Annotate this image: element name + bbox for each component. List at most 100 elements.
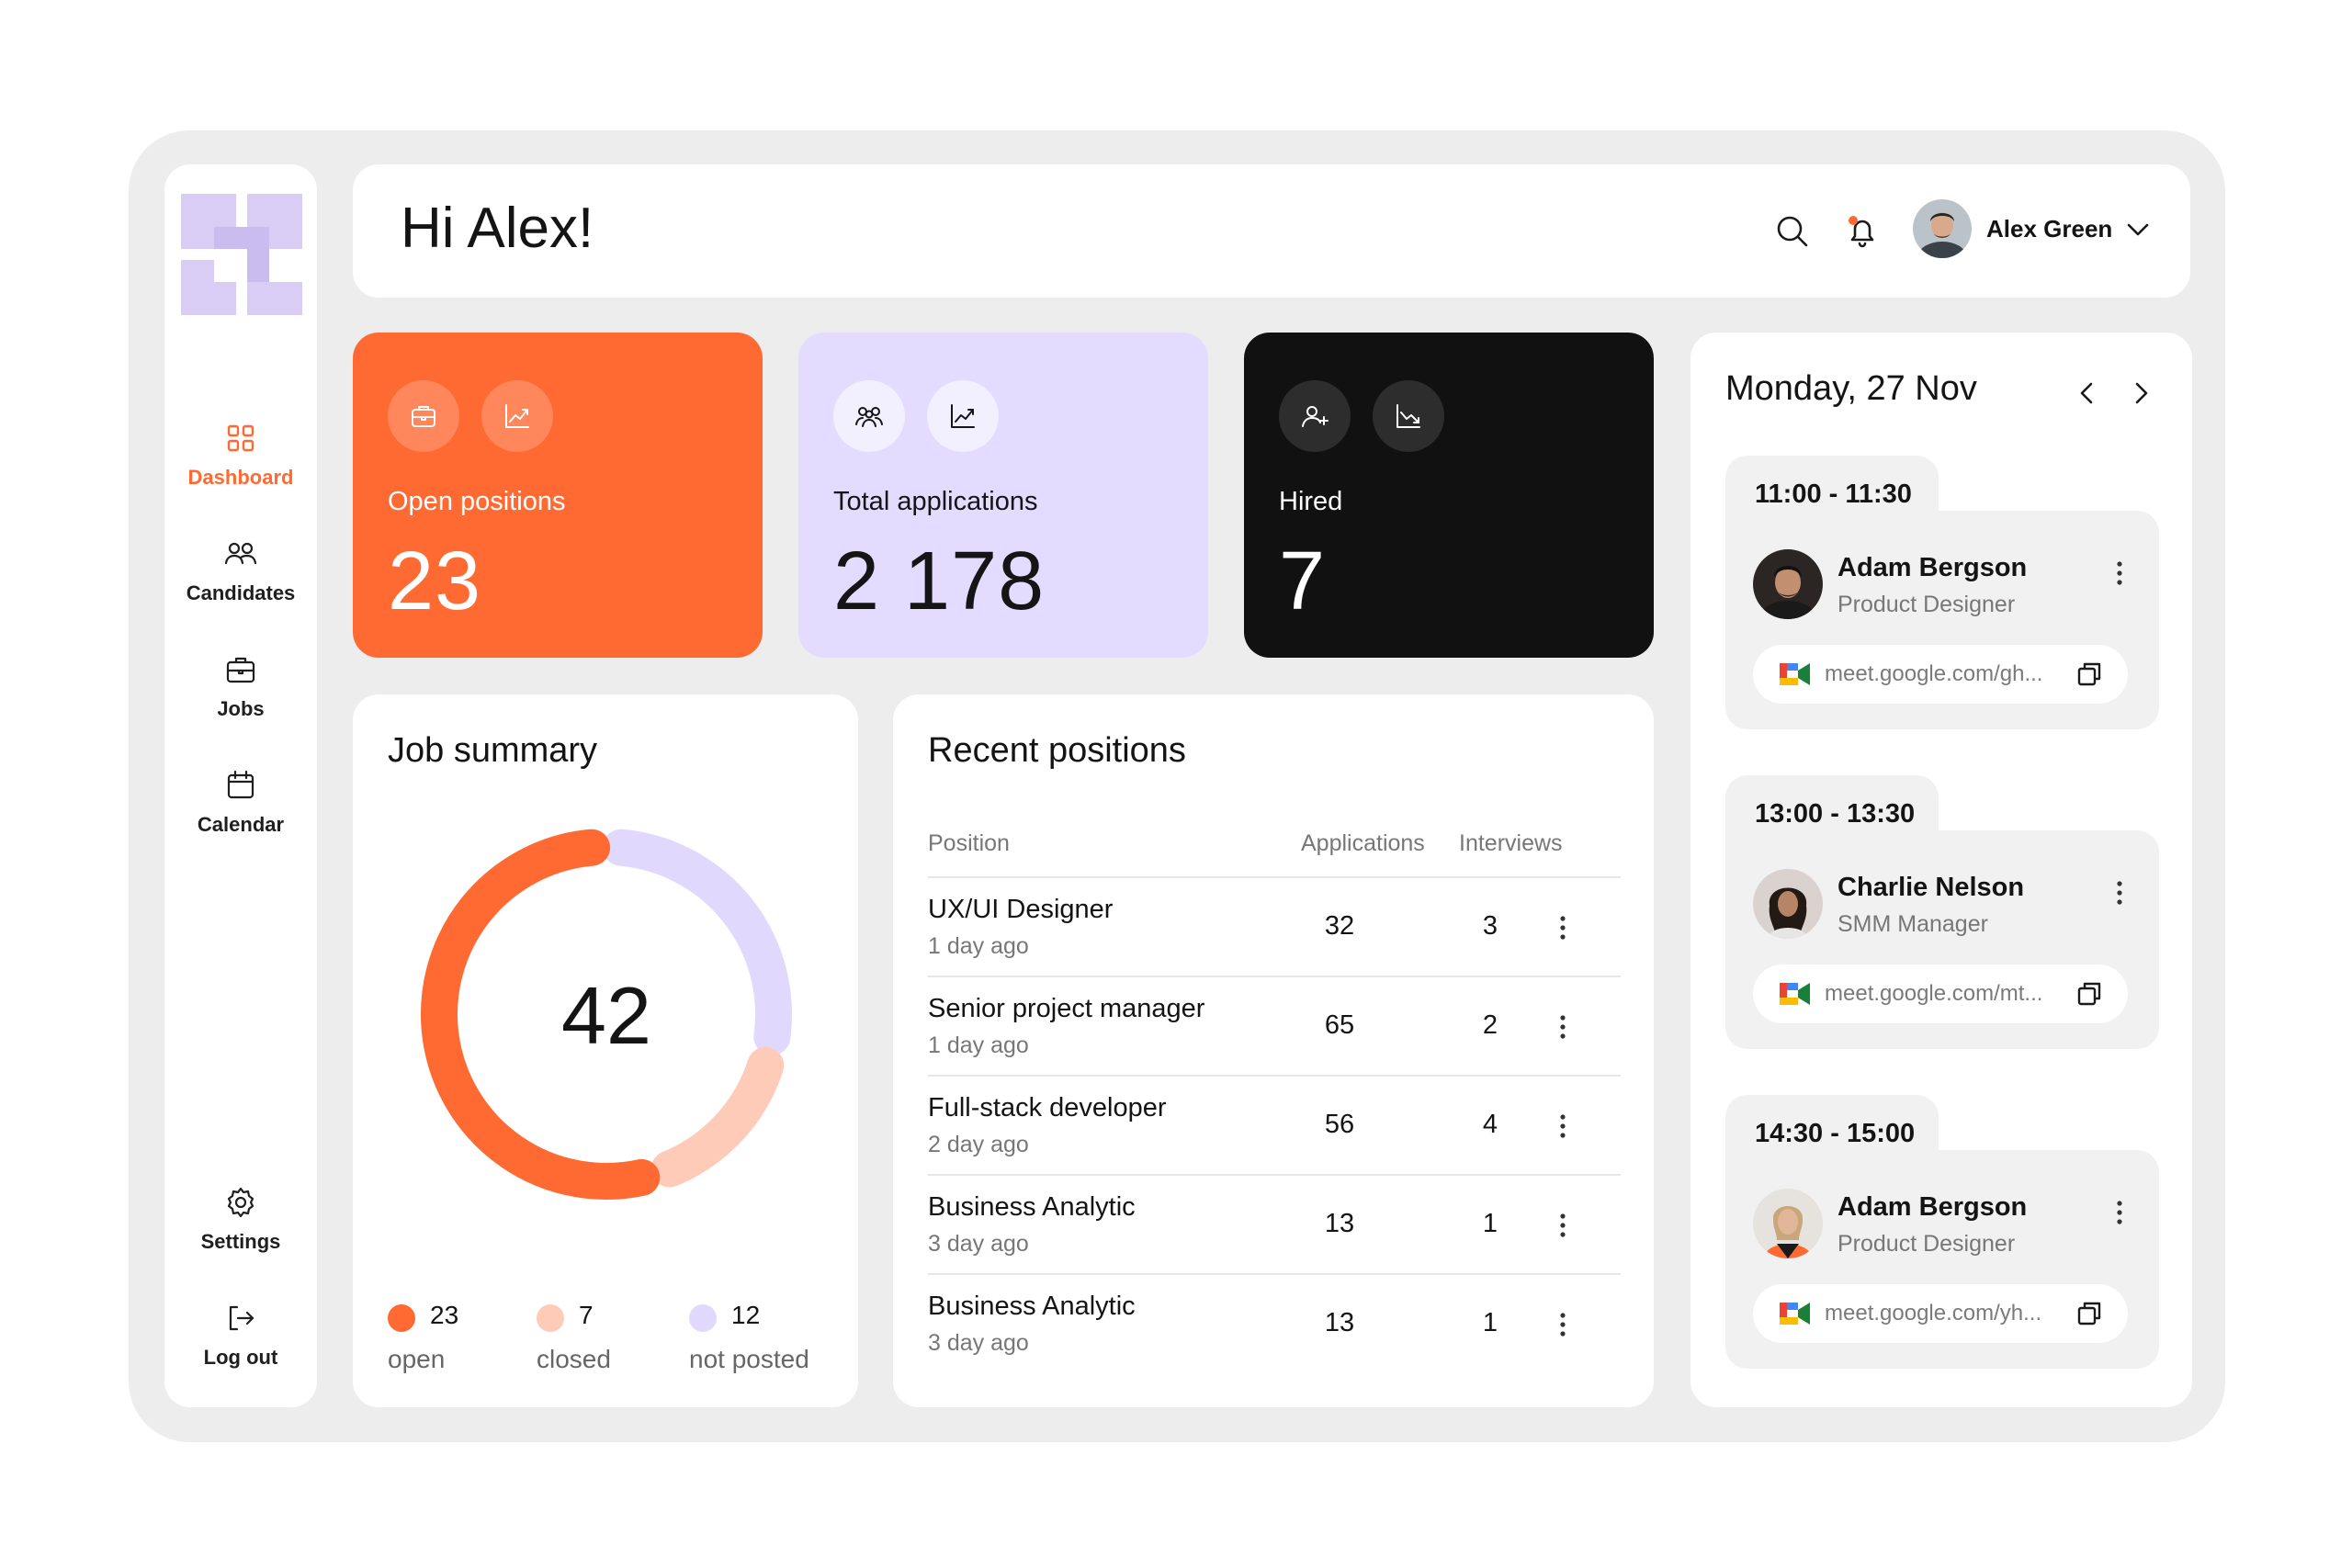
- stat-card-total-applications[interactable]: Total applications 2 178: [798, 333, 1208, 658]
- stat-card-open-positions[interactable]: Open positions 23: [353, 333, 763, 658]
- search-icon[interactable]: [1771, 210, 1814, 253]
- interviews-count: 3: [1482, 911, 1498, 941]
- more-vertical-icon[interactable]: [2106, 555, 2133, 592]
- event-time: 11:00 - 11:30: [1755, 479, 1912, 509]
- logout-icon: [229, 1305, 254, 1331]
- job-summary-donut: 42: [421, 829, 792, 1200]
- meeting-url: meet.google.com/gh...: [1825, 661, 2043, 686]
- stat-title: Hired: [1279, 487, 1343, 516]
- meeting-link[interactable]: meet.google.com/mt...: [1753, 964, 2128, 1023]
- table-row[interactable]: Full-stack developer 2 day ago 56 4: [928, 1075, 1621, 1174]
- trend-up-icon: [927, 380, 999, 452]
- trend-up-icon: [481, 380, 553, 452]
- brand-logo: [181, 194, 302, 315]
- position-posted-ago: 1 day ago: [928, 1032, 1029, 1058]
- more-vertical-icon[interactable]: [1549, 1108, 1577, 1145]
- stat-value: 2 178: [833, 536, 1046, 627]
- trend-down-icon: [1373, 380, 1444, 452]
- user-add-icon: [1279, 380, 1351, 452]
- sidebar-item-settings[interactable]: Settings: [164, 1184, 317, 1254]
- more-vertical-icon[interactable]: [2106, 874, 2133, 911]
- applications-count: 32: [1324, 911, 1355, 941]
- meeting-link[interactable]: meet.google.com/yh...: [1753, 1284, 2128, 1343]
- user-name[interactable]: Alex Green: [1986, 215, 2113, 243]
- legend-label: not posted: [689, 1345, 809, 1373]
- google-meet-icon: [1780, 663, 1810, 685]
- table-row[interactable]: UX/UI Designer 1 day ago 32 3: [928, 876, 1621, 976]
- legend-label: closed: [537, 1345, 611, 1373]
- legend-value: 7: [579, 1301, 594, 1329]
- position-name: Full-stack developer: [928, 1093, 1167, 1122]
- event-time-tab: [1725, 456, 1939, 520]
- event-time-tab: [1725, 775, 1939, 840]
- position-name: Business Analytic: [928, 1192, 1136, 1222]
- interviews-count: 1: [1482, 1209, 1498, 1238]
- stat-title: Total applications: [833, 487, 1038, 516]
- stat-title: Open positions: [388, 487, 566, 516]
- recent-positions-card: Recent positions Position Applications I…: [893, 694, 1654, 1407]
- gear-icon: [227, 1187, 254, 1218]
- more-vertical-icon[interactable]: [1549, 1009, 1577, 1045]
- chevron-down-icon[interactable]: [2122, 214, 2154, 245]
- schedule-panel: Monday, 27 Nov Adam Bergson Product Desi…: [1690, 333, 2192, 1407]
- column-header-interviews: Interviews: [1459, 830, 1563, 856]
- sidebar-item-calendar[interactable]: Calendar: [164, 767, 317, 837]
- applications-count: 56: [1324, 1110, 1355, 1139]
- logout-label: Log out: [203, 1346, 278, 1369]
- candidate-role: Product Designer: [1838, 1231, 2016, 1257]
- donut-segment-open: [421, 829, 661, 1200]
- event-time: 13:00 - 13:30: [1755, 799, 1916, 829]
- sidebar-item-jobs[interactable]: Jobs: [164, 651, 317, 721]
- chevron-left-icon[interactable]: [2071, 377, 2104, 410]
- meeting-link[interactable]: meet.google.com/gh...: [1753, 645, 2128, 704]
- user-avatar[interactable]: [1913, 199, 1972, 258]
- legend-dot: [537, 1304, 564, 1332]
- event-card: Adam Bergson Product Designer meet.googl…: [1725, 511, 2159, 729]
- candidate-avatar: [1753, 869, 1823, 939]
- legend-dot: [689, 1304, 717, 1332]
- job-summary-card: Job summary 42 23 open 7 closed 12 not p…: [353, 694, 858, 1407]
- copy-icon[interactable]: [2075, 660, 2104, 689]
- event-time: 14:30 - 15:00: [1755, 1119, 1916, 1148]
- sidebar-item-dashboard[interactable]: Dashboard: [164, 420, 317, 490]
- settings-label: Settings: [200, 1230, 281, 1253]
- position-posted-ago: 2 day ago: [928, 1132, 1029, 1157]
- sidebar: Dashboard Candidates Jobs Calendar Setti…: [164, 164, 317, 1407]
- position-posted-ago: 3 day ago: [928, 1330, 1029, 1356]
- more-vertical-icon[interactable]: [1549, 1207, 1577, 1244]
- legend-value: 23: [430, 1301, 459, 1329]
- candidate-avatar: [1753, 1189, 1823, 1258]
- sidebar-item-candidates[interactable]: Candidates: [164, 536, 317, 605]
- table-row[interactable]: Business Analytic 3 day ago 13 1: [928, 1273, 1621, 1372]
- position-name: Business Analytic: [928, 1292, 1136, 1321]
- applications-count: 65: [1324, 1010, 1355, 1040]
- interviews-count: 2: [1482, 1010, 1498, 1040]
- table-row[interactable]: Senior project manager 1 day ago 65 2: [928, 976, 1621, 1075]
- candidate-name: Charlie Nelson: [1838, 873, 2025, 902]
- grid-icon: [227, 424, 254, 452]
- interviews-count: 4: [1482, 1110, 1498, 1139]
- column-header-applications: Applications: [1301, 830, 1425, 856]
- copy-icon[interactable]: [2075, 1299, 2104, 1328]
- position-name: UX/UI Designer: [928, 895, 1114, 924]
- notification-bell-icon[interactable]: [1841, 210, 1883, 253]
- chevron-right-icon[interactable]: [2124, 377, 2157, 410]
- more-vertical-icon[interactable]: [1549, 1306, 1577, 1343]
- sidebar-item-label: Jobs: [217, 697, 265, 720]
- legend-label: open: [388, 1345, 446, 1373]
- applications-count: 13: [1324, 1308, 1355, 1337]
- sidebar-item-logout[interactable]: Log out: [164, 1300, 317, 1370]
- meeting-url: meet.google.com/mt...: [1825, 981, 2043, 1006]
- event-time-tab: [1725, 1095, 1939, 1159]
- table-row[interactable]: Business Analytic 3 day ago 13 1: [928, 1174, 1621, 1273]
- more-vertical-icon[interactable]: [2106, 1194, 2133, 1231]
- google-meet-icon: [1780, 1303, 1810, 1325]
- more-vertical-icon[interactable]: [1549, 909, 1577, 946]
- position-name: Senior project manager: [928, 994, 1205, 1023]
- stat-value: 23: [388, 536, 482, 627]
- donut-total: 42: [561, 970, 651, 1061]
- google-meet-icon: [1780, 983, 1810, 1005]
- sidebar-item-label: Candidates: [186, 581, 296, 604]
- stat-card-hired[interactable]: Hired 7: [1244, 333, 1654, 658]
- copy-icon[interactable]: [2075, 979, 2104, 1009]
